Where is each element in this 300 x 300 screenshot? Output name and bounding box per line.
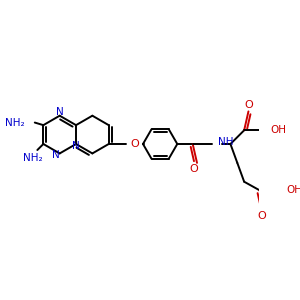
Text: NH₂: NH₂: [5, 118, 25, 128]
Text: O: O: [130, 139, 139, 149]
Text: N: N: [56, 107, 64, 117]
Text: NH: NH: [218, 137, 233, 147]
Text: N: N: [52, 150, 60, 160]
Text: OH: OH: [286, 185, 300, 195]
Text: O: O: [189, 164, 198, 174]
Text: N: N: [72, 141, 80, 151]
Text: O: O: [258, 211, 266, 221]
Text: OH: OH: [271, 125, 287, 135]
Text: NH₂: NH₂: [23, 153, 43, 163]
Text: O: O: [244, 100, 253, 110]
